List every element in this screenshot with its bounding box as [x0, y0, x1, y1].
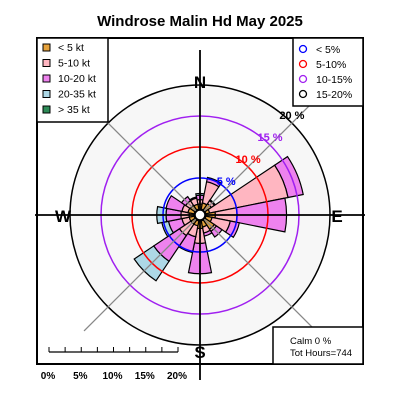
- scale-bar-label: 15%: [135, 371, 155, 382]
- scale-bar-label: 0%: [41, 371, 56, 382]
- petal-nnw-band-1: [193, 203, 200, 211]
- info-box-frame: [272, 326, 364, 365]
- info-box: Calm 0 % Tot Hours=744: [272, 326, 364, 365]
- ring-label-5: 5 %: [217, 176, 236, 188]
- speed-legend-label: < 5 kt: [58, 42, 84, 54]
- ring-legend-label: 15-20%: [316, 89, 352, 101]
- ring-legend-marker: [298, 44, 308, 54]
- diagonal-spoke: [83, 218, 197, 332]
- compass-south-label: S: [194, 343, 205, 362]
- ring-legend-marker: [298, 89, 308, 99]
- ring-legend-label: < 5%: [316, 44, 340, 56]
- ring-legend-marker: [298, 74, 308, 84]
- speed-legend-swatch: [42, 59, 51, 67]
- ring-label-20: 20 %: [279, 110, 304, 122]
- ring-labels: 5 %10 % 15 % 20 %: [217, 110, 305, 188]
- speed-legend-label: 20-35 kt: [58, 89, 96, 101]
- chart-title: Windrose Malin Hd May 2025: [97, 13, 303, 30]
- speed-legend-swatch: [42, 43, 51, 52]
- rose-petals: [133, 155, 304, 282]
- ring-legend-label: 10-15%: [316, 74, 352, 86]
- ring-legend-label: 5-10%: [316, 59, 346, 71]
- ring-label-10: 10 %: [236, 154, 261, 166]
- scale-bar-label: 20%: [167, 371, 187, 382]
- total-hours-text: Tot Hours=744: [290, 348, 352, 359]
- scale-bar: 0% 5% 10% 15% 20%: [41, 347, 187, 382]
- ring-legend: < 5% 5-10% 10-15% 15-20%: [292, 37, 364, 107]
- calm-text: Calm 0 %: [290, 336, 332, 347]
- diagonal-spoke: [203, 218, 317, 332]
- speed-legend-label: 10-20 kt: [58, 73, 96, 85]
- compass-north-label: N: [194, 73, 206, 92]
- compass-west-label: W: [55, 207, 72, 226]
- scale-bar-label: 5%: [73, 371, 88, 382]
- speed-legend-swatch: [42, 105, 51, 114]
- ring-legend-box: [292, 37, 364, 107]
- scale-bar-label: 10%: [102, 371, 122, 382]
- compass-east-label: E: [331, 207, 342, 226]
- speed-legend-swatch: [42, 90, 51, 98]
- ring-label-15: 15 %: [257, 132, 282, 144]
- speed-legend-label: > 35 kt: [58, 104, 90, 116]
- ring-legend-marker: [298, 59, 308, 69]
- speed-legend-label: 5-10 kt: [58, 58, 90, 70]
- speed-legend: < 5 kt 5-10 kt 10-20 kt 20-35 kt > 35 kt: [36, 37, 109, 123]
- diagonal-spoke: [203, 98, 317, 212]
- rose-hub: [194, 209, 206, 221]
- speed-legend-swatch: [42, 74, 51, 83]
